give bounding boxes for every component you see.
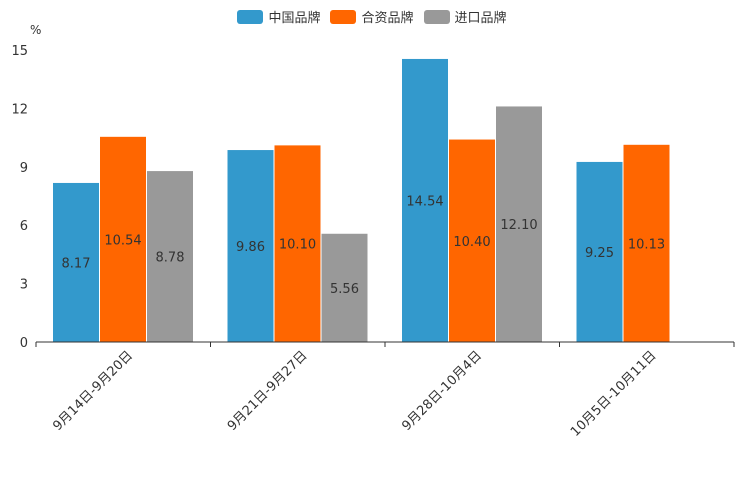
legend-label-import-brand: 进口品牌 [454, 11, 507, 26]
x-tick-label: 10月5日-10月11日 [568, 348, 660, 440]
bar[interactable] [402, 58, 448, 343]
x-tick-label: 9月21日-9月27日 [225, 348, 311, 434]
legend-swatch-china-brand [237, 9, 264, 24]
y-tick-label: 12 [11, 102, 28, 117]
legend-label-jv-brand: 合资品牌 [361, 11, 414, 26]
y-tick-label: 0 [20, 336, 28, 351]
y-tick-label: 3 [20, 278, 28, 293]
bar-value-label: 9.25 [585, 246, 614, 261]
bar-value-label: 8.78 [156, 251, 185, 266]
bar-value-label: 10.13 [628, 237, 665, 252]
bar-value-label: 12.10 [500, 218, 537, 233]
bar[interactable] [274, 145, 321, 342]
bar[interactable] [100, 136, 146, 342]
bar-value-label: 14.54 [406, 194, 443, 209]
x-axis: 9月14日-9月20日 9月21日-9月27日 9月28日-10月4日 10月5日-1… [35, 341, 735, 440]
bar[interactable] [147, 171, 193, 342]
legend-swatch-jv-brand [330, 9, 357, 24]
x-tick-label: 9月14日-9月20日 [50, 348, 136, 434]
legend-item-import-brand[interactable]: 进口品牌 [423, 7, 507, 26]
legend-label-china-brand: 中国品牌 [268, 11, 321, 26]
y-axis: 0 3 6 9 12 15 [11, 44, 28, 351]
bar[interactable] [496, 106, 542, 342]
x-tick-label: 9月28日-10月4日 [399, 348, 485, 434]
legend: 中国品牌 合资品牌 进口品牌 [0, 7, 744, 26]
bar-value-label: 10.54 [104, 233, 141, 248]
y-tick-label: 9 [20, 161, 28, 176]
bar-value-label: 8.17 [62, 256, 91, 271]
legend-item-china-brand[interactable]: 中国品牌 [237, 7, 320, 26]
bar[interactable] [53, 182, 99, 342]
legend-item-jv-brand[interactable]: 合资品牌 [330, 7, 414, 26]
bar[interactable] [227, 150, 274, 342]
bar-value-label: 10.10 [279, 238, 316, 253]
bar-value-label: 9.86 [236, 240, 265, 255]
bar-value-label: 5.56 [330, 282, 359, 297]
bar[interactable] [321, 233, 368, 342]
bars: 8.17 10.54 8.78 9.86 10.10 5.56 14.54 10.40 12.1… [53, 58, 670, 343]
y-axis-unit: % [30, 23, 41, 37]
y-tick-label: 6 [20, 219, 28, 234]
bar[interactable] [449, 139, 495, 342]
bar[interactable] [576, 161, 623, 342]
legend-swatch-import-brand [423, 9, 450, 24]
bar[interactable] [623, 144, 670, 342]
y-tick-label: 15 [11, 44, 28, 59]
bar-value-label: 10.40 [453, 235, 490, 250]
